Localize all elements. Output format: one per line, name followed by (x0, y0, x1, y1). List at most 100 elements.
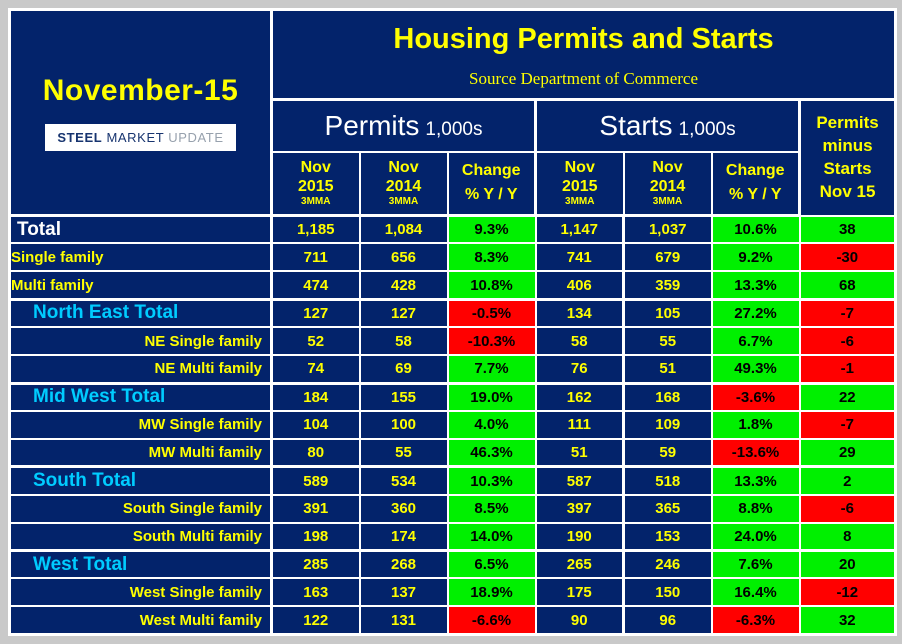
starts-group-header: Starts 1,000s (534, 98, 801, 153)
value-cell: 74 (270, 354, 361, 385)
row-label: South Total (8, 465, 273, 496)
permits-group-header: Permits 1,000s (270, 98, 537, 153)
permits-minus-starts-cell: -7 (798, 409, 898, 440)
row-label: South Multi family (8, 521, 273, 552)
row-label: Multi family (8, 270, 273, 301)
value-cell: 127 (358, 297, 449, 329)
value-cell: 1,084 (358, 214, 449, 245)
col-header-line: Change (461, 162, 521, 180)
housing-permits-starts-table: November-15 STEEL MARKET UPDATE Housing … (8, 8, 898, 636)
change-cell: 16.4% (710, 577, 801, 608)
permits-minus-starts-cell: 8 (798, 521, 898, 552)
col-header-line: 3MMA (388, 196, 419, 208)
permits-minus-starts-cell: -6 (798, 326, 898, 357)
permits-minus-starts-cell: -7 (798, 297, 898, 329)
change-cell: 10.3% (446, 465, 537, 496)
permits-minus-starts-cell: 22 (798, 381, 898, 412)
table-row: MW Multi family 80 55 46.3% 51 59 -13.6% 29 (8, 437, 898, 468)
value-cell: 1,037 (622, 214, 713, 245)
pms-header-line3: Starts (823, 158, 872, 178)
change-cell: 8.3% (446, 242, 537, 273)
title-row: November-15 STEEL MARKET UPDATE Housing … (8, 8, 897, 217)
value-cell: 52 (270, 326, 361, 357)
pms-header-line2: minus (822, 135, 873, 155)
value-cell: 428 (358, 270, 449, 301)
col-header-line: Nov (388, 159, 419, 177)
col-header-line: 2015 (297, 178, 334, 196)
value-cell: 175 (534, 577, 625, 608)
value-cell: 285 (270, 549, 361, 580)
report-title: Housing Permits and Starts (393, 22, 774, 55)
value-cell: 51 (622, 354, 713, 385)
table-row: Single family 711 656 8.3% 741 679 9.2% -30 (8, 242, 898, 273)
permits-minus-starts-cell: -30 (798, 242, 898, 273)
col-header-line: Nov (652, 159, 683, 177)
table-row: Multi family 474 428 10.8% 406 359 13.3% 68 (8, 270, 898, 301)
value-cell: 268 (358, 549, 449, 580)
row-label: North East Total (8, 297, 273, 329)
value-cell: 137 (358, 577, 449, 608)
value-cell: 55 (358, 437, 449, 468)
permits-minus-starts-cell: 68 (798, 270, 898, 301)
value-cell: 190 (534, 521, 625, 552)
row-label: Total (8, 214, 273, 245)
value-cell: 741 (534, 242, 625, 273)
value-cell: 711 (270, 242, 361, 273)
report-corner: November-15 STEEL MARKET UPDATE (8, 8, 273, 217)
change-cell: 27.2% (710, 297, 801, 329)
column-header-row: Nov 2015 3MMA Nov 2014 3MMA Change % Y /… (10, 150, 896, 217)
value-cell: 55 (622, 326, 713, 357)
starts-group-unit: 1,000s (678, 118, 736, 140)
table-row: South Total 589 534 10.3% 587 518 13.3% 2 (8, 465, 898, 496)
change-cell: 18.9% (446, 577, 537, 608)
value-cell: 656 (358, 242, 449, 273)
col-header-line: 3MMA (565, 196, 595, 208)
value-cell: 69 (358, 354, 449, 385)
row-label: MW Single family (8, 409, 273, 440)
change-cell: 13.3% (710, 270, 801, 301)
permits-minus-starts-cell: 32 (798, 605, 898, 636)
col-header-starts-nov-2014: Nov 2014 3MMA (622, 150, 713, 217)
col-header-line: % Y / Y (465, 186, 518, 204)
value-cell: 359 (622, 270, 713, 301)
group-header-row: Permits 1,000s Starts 1,000s Permits minus… (10, 98, 897, 217)
change-cell: 49.3% (710, 354, 801, 385)
permits-minus-starts-cell: -6 (798, 493, 898, 524)
row-label: NE Multi family (8, 354, 273, 385)
value-cell: 1,185 (270, 214, 361, 245)
col-header-line: Change (725, 162, 785, 180)
logo-text-steel: STEEL (57, 130, 103, 145)
change-cell: 6.7% (710, 326, 801, 357)
change-cell: 19.0% (446, 381, 537, 412)
value-cell: 150 (622, 577, 713, 608)
change-cell: -13.6% (710, 437, 801, 468)
col-header-starts-nov-2015: Nov 2015 3MMA (534, 150, 625, 217)
value-cell: 111 (534, 409, 625, 440)
value-cell: 391 (270, 493, 361, 524)
permits-group-unit: 1,000s (425, 118, 483, 140)
value-cell: 184 (270, 381, 361, 412)
change-cell: -6.6% (446, 605, 537, 636)
change-cell: -10.3% (446, 326, 537, 357)
change-cell: 14.0% (446, 521, 537, 552)
change-cell: 4.0% (446, 409, 537, 440)
permits-minus-starts-cell: 20 (798, 549, 898, 580)
col-header-line: Nov (564, 159, 595, 177)
value-cell: 122 (270, 605, 361, 636)
pms-header-line1: Permits (816, 112, 879, 132)
change-cell: 1.8% (710, 409, 801, 440)
value-cell: 153 (622, 521, 713, 552)
value-cell: 474 (270, 270, 361, 301)
col-header-line: 3MMA (301, 196, 331, 208)
col-header-line: 3MMA (652, 196, 683, 208)
value-cell: 51 (534, 437, 625, 468)
permits-minus-starts-cell: -12 (798, 577, 898, 608)
value-cell: 265 (534, 549, 625, 580)
change-cell: 8.5% (446, 493, 537, 524)
row-label: South Single family (8, 493, 273, 524)
value-cell: 58 (534, 326, 625, 357)
col-header-permits-nov-2015: Nov 2015 3MMA (270, 150, 361, 217)
table-row: Mid West Total 184 155 19.0% 162 168 -3.6% 22 (8, 381, 898, 412)
value-cell: 109 (622, 409, 713, 440)
value-cell: 360 (358, 493, 449, 524)
